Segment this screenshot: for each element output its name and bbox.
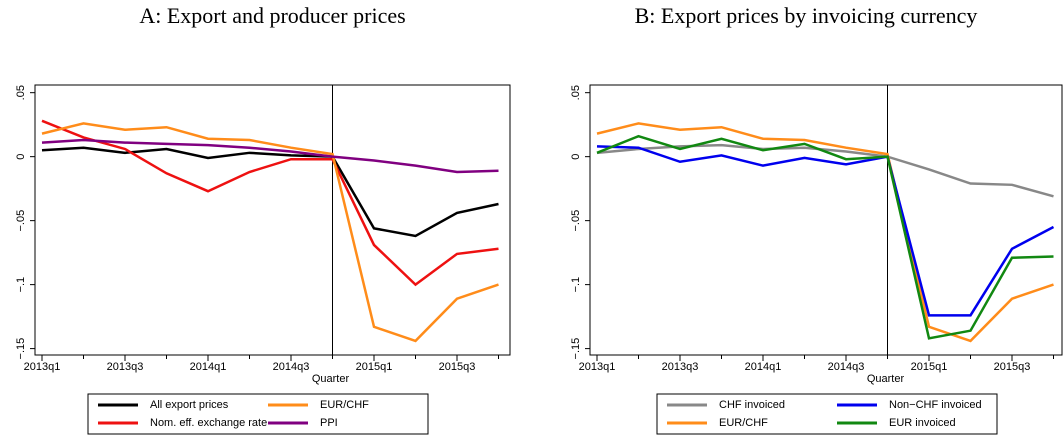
plot-frame xyxy=(589,84,1063,356)
x-tick-label: 2014q3 xyxy=(273,361,310,373)
y-tick-label: −.15 xyxy=(570,338,582,360)
legend-label: EUR/CHF xyxy=(320,399,369,411)
y-tick-label: −.05 xyxy=(570,210,582,232)
x-tick-label: 2015q3 xyxy=(439,361,476,373)
series-line xyxy=(41,119,499,287)
chart-title: B: Export prices by invoicing currency xyxy=(635,3,978,28)
series-line xyxy=(41,138,499,174)
x-tick-label: 2014q1 xyxy=(190,361,227,373)
x-tick-label: 2013q1 xyxy=(579,361,616,373)
x-tick-label: 2013q3 xyxy=(662,361,699,373)
y-tick-label: 0 xyxy=(570,154,582,160)
legend-box xyxy=(87,393,429,435)
y-tick-label: .05 xyxy=(15,85,27,100)
legend-box xyxy=(656,393,998,435)
x-tick-label: 2013q1 xyxy=(24,361,61,373)
x-tick-label: 2014q3 xyxy=(828,361,865,373)
x-tick-label: 2013q3 xyxy=(107,361,144,373)
x-tick-label: 2014q1 xyxy=(745,361,782,373)
y-tick-label: −.1 xyxy=(15,277,27,293)
legend-label: EUR/CHF xyxy=(719,417,768,429)
plot-frame xyxy=(34,84,511,356)
y-tick-label: −.1 xyxy=(570,277,582,293)
x-tick-label: 2015q3 xyxy=(994,361,1031,373)
legend-label: CHF invoiced xyxy=(719,399,785,411)
legend-label: Nom. eff. exchange rate xyxy=(150,417,267,429)
series-line xyxy=(596,134,1054,340)
x-axis-label: Quarter xyxy=(867,373,905,385)
x-tick-label: 2015q1 xyxy=(911,361,948,373)
y-tick-label: 0 xyxy=(15,154,27,160)
x-axis-label: Quarter xyxy=(312,373,350,385)
series-line xyxy=(596,122,1054,343)
series-line xyxy=(596,145,1055,317)
x-tick-label: 2015q1 xyxy=(356,361,393,373)
series-line xyxy=(41,146,499,238)
y-tick-label: −.15 xyxy=(15,338,27,360)
chart-title: A: Export and producer prices xyxy=(139,3,405,28)
legend-label: EUR invoiced xyxy=(889,417,956,429)
legend-label: All export prices xyxy=(150,399,229,411)
legend-label: PPI xyxy=(320,417,338,429)
y-tick-label: .05 xyxy=(570,85,582,100)
y-tick-label: −.05 xyxy=(15,210,27,232)
legend-label: Non−CHF invoiced xyxy=(889,399,982,411)
series-line xyxy=(41,122,499,343)
